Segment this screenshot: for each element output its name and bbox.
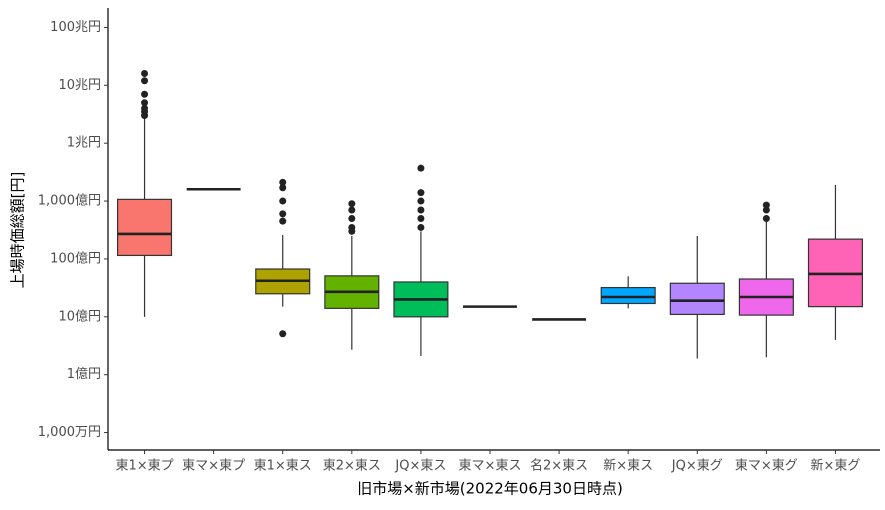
outlier [141, 90, 149, 98]
outlier [279, 184, 287, 192]
x-tick-label: 新×東ス [603, 458, 653, 474]
outlier [417, 197, 425, 205]
x-tick-label: 東1×東プ [115, 458, 173, 474]
y-tick-label: 1,000万円 [38, 425, 101, 440]
y-tick-label: 1兆円 [67, 136, 101, 151]
outlier [762, 214, 770, 222]
x-tick-label: 新×東グ [811, 458, 861, 474]
outlier [762, 206, 770, 214]
x-tick-label: 東マ×東グ [735, 458, 798, 474]
outlier [348, 223, 356, 231]
box [600, 286, 656, 305]
outlier [417, 164, 425, 172]
y-tick-label: 100兆円 [50, 20, 101, 35]
x-tick-label: 東1×東ス [254, 458, 312, 474]
outlier [141, 77, 149, 85]
outlier [279, 178, 287, 186]
outlier [417, 214, 425, 222]
outlier [279, 330, 287, 338]
outlier [417, 206, 425, 214]
outlier [348, 206, 356, 214]
outlier [417, 189, 425, 197]
x-tick-label: 東マ×東ス [459, 458, 522, 474]
x-tick-label: JQ×東グ [671, 458, 723, 474]
y-tick-label: 10兆円 [58, 78, 101, 93]
box [669, 282, 725, 316]
x-tick-label: 東マ×東プ [182, 458, 245, 474]
x-tick-label: JQ×東ス [394, 458, 446, 474]
outlier [141, 99, 149, 107]
outlier [141, 69, 149, 77]
x-axis-title: 旧市場×新市場(2022年06月30日時点) [357, 480, 623, 498]
x-tick-label: 名2×東ス [530, 458, 588, 474]
outlier [279, 197, 287, 205]
y-axis-title: 上場時価総額[円] [9, 172, 27, 289]
x-tick-label: 東2×東ス [323, 458, 381, 474]
outlier [279, 217, 287, 225]
y-tick-label: 1,000億円 [38, 193, 101, 209]
outlier [348, 200, 356, 208]
y-tick-label: 1億円 [67, 366, 101, 382]
outlier [417, 223, 425, 231]
outlier [279, 210, 287, 218]
y-tick-label: 100億円 [50, 250, 101, 266]
outlier [762, 201, 770, 209]
outlier [141, 104, 149, 112]
y-tick-label: 10億円 [58, 308, 101, 324]
outlier [348, 214, 356, 222]
box [116, 198, 173, 257]
